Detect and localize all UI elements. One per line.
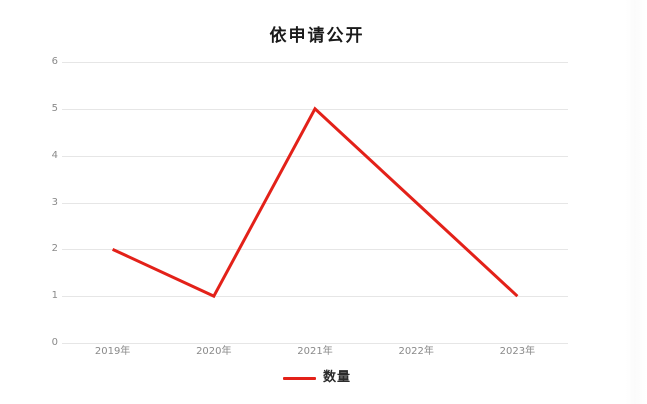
x-tick-label-2022年: 2022年 [398,346,434,357]
chart-legend: 数量 [0,371,634,385]
y-tick-label-0: 0 [51,337,58,348]
x-tick-label-2020年: 2020年 [196,346,232,357]
plot-area [62,62,568,344]
x-axis-tick-labels: 2019年 2020年 2021年 2022年 2023年 [62,344,568,362]
gridline-y-6 [62,62,568,63]
x-tick-label-2023年: 2023年 [499,346,536,357]
gridline-y-3 [62,202,568,204]
series-line-shuliang [111,106,519,299]
gridline-y-2 [62,249,568,251]
chart-title: 依申请公开 [269,26,365,46]
gridline-y-1 [62,296,568,298]
legend-line-icon [282,376,316,380]
y-tick-label-3: 3 [51,196,58,208]
y-tick-label-5: 5 [51,102,58,114]
y-tick-label-6: 6 [51,56,58,67]
legend-label: 数量 [322,370,351,385]
y-tick-label-4: 4 [51,149,58,161]
gridline-y-0 [62,343,568,344]
legend-item-数量[interactable]: 数量 [282,370,351,385]
page-edge-shadow [626,0,647,404]
x-tick-label-2021年: 2021年 [297,346,333,357]
gridline-y-4 [62,155,568,157]
series-layer [111,106,519,299]
x-tick-label-2019年: 2019年 [94,346,131,357]
y-tick-label-2: 2 [51,243,58,255]
y-tick-label-1: 1 [51,290,58,302]
y-axis-tick-labels: 0 1 2 3 4 5 6 [30,57,58,348]
